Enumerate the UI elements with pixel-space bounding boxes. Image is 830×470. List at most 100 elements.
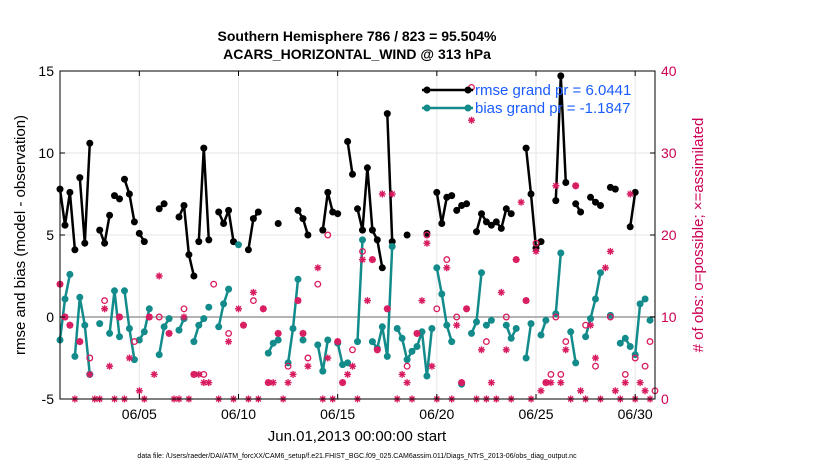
obs-assimilated-stroke [364, 297, 371, 304]
x-tick-label: 06/30 [618, 406, 653, 422]
bias-point [438, 290, 446, 298]
obs-assimilated-marker [155, 272, 163, 280]
obs-assimilated-stroke [136, 387, 143, 394]
obs-assimilated-marker [106, 362, 114, 370]
obs-assimilated-stroke [542, 379, 549, 386]
obs-possible-marker [433, 305, 441, 313]
bias-point [626, 343, 634, 350]
rmse-point [101, 239, 109, 247]
rmse-point [175, 213, 183, 221]
obs-possible-marker [314, 280, 322, 288]
obs-assimilated-marker [557, 379, 565, 387]
bias-point [646, 316, 654, 324]
obs-possible-marker [155, 313, 163, 321]
obs-assimilated-stroke [285, 379, 292, 386]
bias-point [443, 321, 451, 329]
rmse-line-segment [58, 188, 77, 250]
bias-point [378, 323, 386, 331]
rmse-point [497, 224, 505, 232]
obs-assimilated-marker [314, 264, 322, 272]
obs-assimilated-stroke [607, 248, 614, 255]
bias-point [81, 321, 89, 329]
obs-assimilated-marker [592, 354, 599, 362]
bias-point [319, 367, 327, 375]
bias-point [636, 300, 644, 308]
rmse-point [482, 218, 490, 226]
legend-rmse-marker-1 [423, 86, 431, 94]
bias-point [473, 318, 480, 326]
rmse-point [592, 198, 599, 206]
obs-assimilated-marker [190, 370, 198, 378]
obs-assimilated-stroke [602, 264, 609, 271]
obs-assimilated-stroke [642, 387, 649, 394]
obs-assimilated-marker [373, 346, 381, 354]
obs-assimilated-marker [66, 321, 74, 329]
obs-possible-marker [130, 338, 138, 346]
obs-possible-marker [225, 329, 233, 337]
obs-possible-marker [284, 362, 292, 370]
bias-point [557, 249, 565, 257]
obs-assimilated-marker [165, 329, 173, 337]
obs-assimilated-marker [547, 379, 555, 387]
bias-point [111, 287, 118, 295]
obs-possible-marker [621, 370, 629, 378]
rmse-point [66, 188, 74, 196]
bias-point [512, 325, 520, 332]
rmse-point [359, 226, 366, 234]
obs-possible-marker [453, 313, 461, 321]
obs-assimilated-stroke [488, 379, 495, 386]
obs-assimilated-marker [398, 370, 406, 378]
obs-assimilated-marker [502, 346, 510, 354]
obs-assimilated-marker [537, 387, 545, 395]
obs-assimilated-stroke [612, 387, 619, 394]
obs-assimilated-stroke [572, 182, 579, 189]
obs-assimilated-stroke [275, 330, 282, 337]
rmse-point [349, 170, 356, 178]
obs-assimilated-stroke [513, 256, 520, 263]
obs-assimilated-stroke [195, 371, 202, 378]
bias-point [582, 333, 590, 341]
obs-possible-marker [304, 354, 312, 362]
bias-point [359, 236, 366, 244]
obs-assimilated-marker [552, 182, 560, 190]
obs-assimilated-stroke [374, 346, 381, 353]
obs-assimilated-marker [304, 362, 312, 370]
rmse-point [254, 208, 262, 216]
rmse-point [185, 251, 193, 259]
obs-assimilated-marker [587, 321, 595, 329]
obs-assimilated-marker [205, 379, 213, 387]
obs-possible-marker [349, 346, 356, 354]
obs-assimilated-stroke [225, 338, 232, 345]
obs-possible-marker [249, 297, 257, 305]
rmse-line-segment [628, 192, 637, 227]
bias-point [299, 336, 307, 344]
bias-point [200, 315, 208, 323]
obs-assimilated-stroke [156, 273, 163, 279]
axes-layer: 06/05 06/10 06/15 06/20 06/25 06/30 -5 0 5 10 15 0 1… [38, 63, 676, 422]
bias-point [522, 354, 530, 362]
bias-point [502, 321, 510, 329]
obs-assimilated-marker [626, 190, 634, 198]
rmse-point [205, 236, 213, 244]
rmse-point [487, 221, 495, 229]
rmse-point [319, 226, 327, 234]
obs-assimilated-stroke [463, 305, 470, 312]
obs-possible-marker [423, 231, 431, 239]
obs-possible-marker [86, 354, 94, 362]
obs-assimilated-marker [116, 313, 123, 321]
rmse-point [552, 197, 560, 205]
rmse-point [577, 208, 585, 216]
obs-assimilated-marker [403, 379, 411, 387]
obs-assimilated-stroke [637, 379, 644, 386]
obs-assimilated-marker [259, 305, 267, 313]
obs-assimilated-marker [101, 305, 109, 313]
rmse-point [557, 72, 565, 80]
obs-possible-marker [562, 338, 570, 346]
obs-assimilated-stroke [334, 338, 341, 345]
rmse-point [324, 188, 332, 196]
obs-assimilated-stroke [478, 346, 485, 353]
bias-point [368, 338, 376, 346]
obs-possible-marker [180, 305, 188, 313]
obs-assimilated-stroke [369, 256, 376, 263]
